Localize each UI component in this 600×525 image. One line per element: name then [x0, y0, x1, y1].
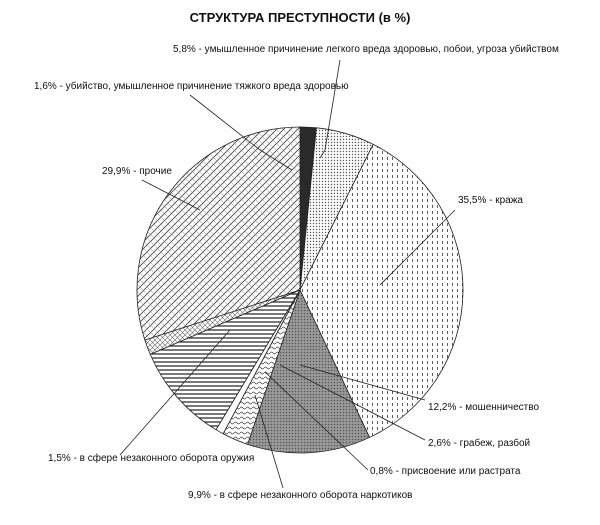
- chart-title: СТРУКТУРА ПРЕСТУПНОСТИ (в %): [190, 10, 411, 25]
- leader-line: [319, 59, 341, 159]
- leader-line: [141, 179, 201, 211]
- leader-line: [254, 394, 284, 489]
- leader-line: [379, 209, 456, 286]
- pie-labels: 1,6% - убийство, умышленное причинение т…: [34, 43, 559, 501]
- slice-label: 0,8% - присвоение или растрата: [370, 466, 521, 477]
- pie-slice: [299, 143, 464, 438]
- slice-label: 1,6% - убийство, умышленное причинение т…: [34, 80, 349, 92]
- slice-label: 12,2% - мошенничество: [428, 402, 539, 413]
- leader-lines: [119, 59, 456, 489]
- pie-slice: [247, 288, 371, 454]
- leader-line: [119, 329, 231, 456]
- slice-label: 2,6% - грабеж, разбой: [428, 437, 530, 449]
- slice-label: 1,5% - в сфере незаконного оборота оружи…: [48, 452, 254, 464]
- pie-slices: [136, 126, 464, 454]
- slice-label: 29,9% - прочие: [102, 166, 172, 177]
- slice-label: 5,8% - умышленное причинение легкого вре…: [173, 43, 559, 55]
- pie-slice: [136, 126, 301, 341]
- leader-line: [264, 371, 369, 471]
- pie-slice: [149, 289, 301, 431]
- leader-line: [189, 94, 293, 171]
- slice-label: 9,9% - в сфере незаконного оборота нарко…: [188, 489, 412, 501]
- leader-line: [279, 364, 426, 441]
- leader-line: [299, 364, 426, 401]
- slice-label: 35,5% - кража: [458, 195, 523, 206]
